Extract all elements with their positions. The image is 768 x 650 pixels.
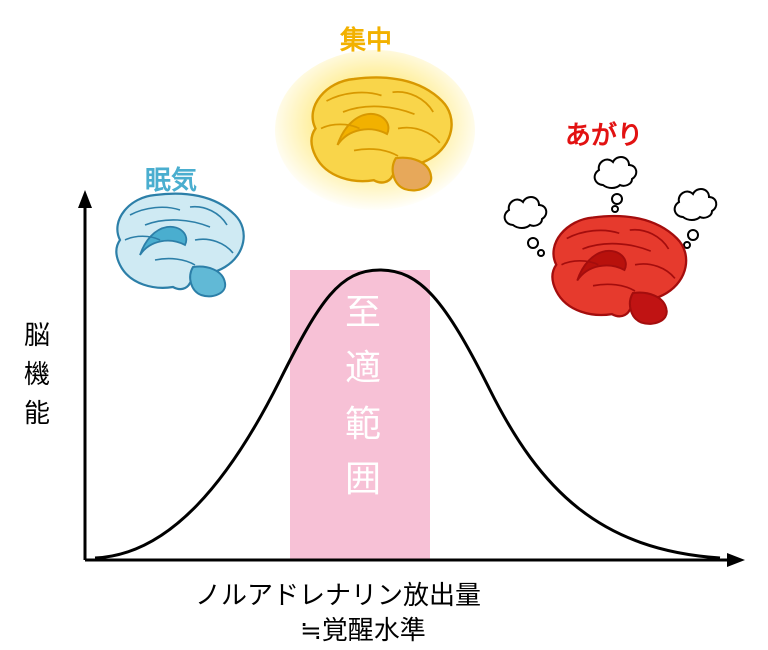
y-axis-arrow xyxy=(78,190,92,208)
brain-icon xyxy=(495,155,725,325)
anxious-brain xyxy=(495,155,725,325)
x-axis-arrow xyxy=(727,553,745,567)
brain-icon xyxy=(270,50,480,220)
drowsy-brain xyxy=(95,185,255,305)
anxious-label: あがり xyxy=(565,115,643,152)
y-axis-label: 脳機能 xyxy=(24,316,50,433)
optimal-band xyxy=(290,270,430,560)
brain-icon xyxy=(95,185,255,305)
diagram-canvas: 至適範囲 脳機能 ノルアドレナリン放出量 ≒覚醒水準 眠気 集中 あがり xyxy=(0,0,768,650)
focus-brain xyxy=(270,50,480,220)
x-axis-label-line1: ノルアドレナリン放出量 xyxy=(195,575,481,612)
x-axis-label-line2: ≒覚醒水準 xyxy=(300,610,426,647)
